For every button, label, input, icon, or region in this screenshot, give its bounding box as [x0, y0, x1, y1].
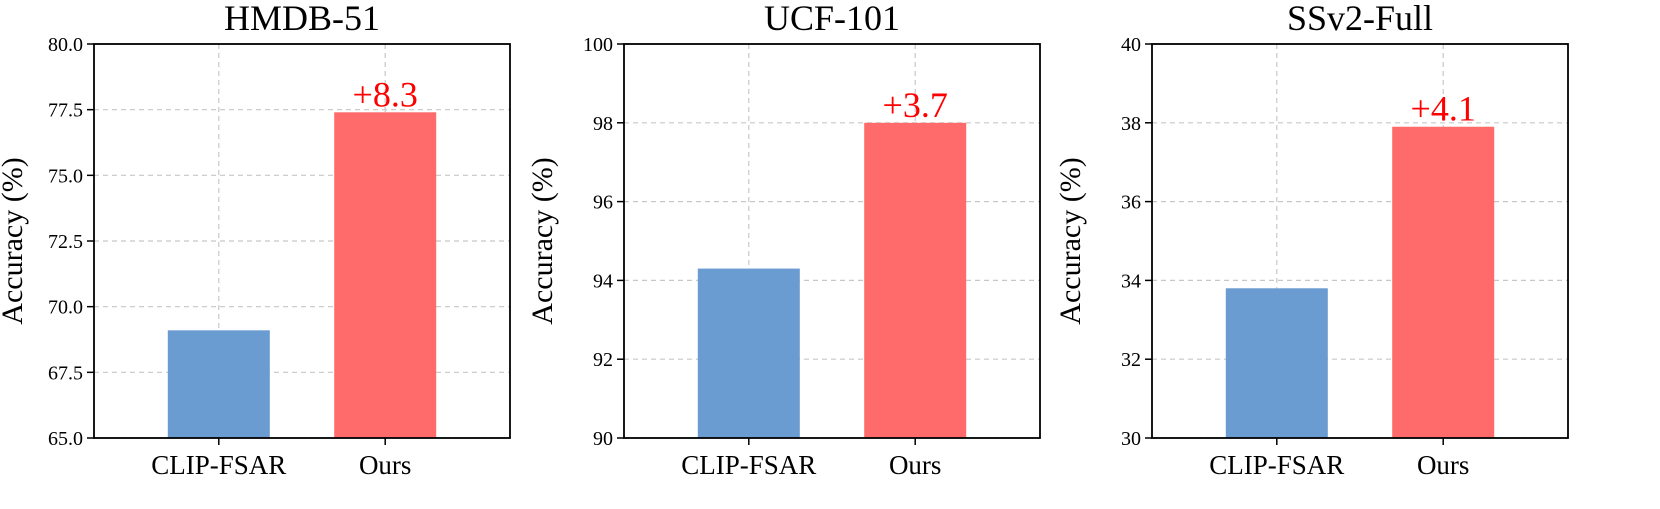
- plot-frame: [93, 43, 511, 439]
- x-tick-label: CLIP-FSAR: [151, 450, 286, 480]
- y-tick-label: 80.0: [48, 34, 83, 56]
- y-tick-label: 65.0: [48, 428, 83, 450]
- bar-clip-fsar: [697, 268, 800, 438]
- x-tick-label: Ours: [359, 450, 412, 480]
- y-tick-label: 94: [593, 270, 613, 292]
- bar-clip-fsar: [1225, 288, 1328, 438]
- gain-annotation: +3.7: [883, 85, 948, 125]
- bar-clip-fsar: [167, 330, 270, 438]
- y-tick-label: 90: [593, 428, 613, 450]
- x-tick-label: CLIP-FSAR: [681, 450, 816, 480]
- x-tick-label: Ours: [889, 450, 942, 480]
- bar-ours: [1392, 126, 1495, 439]
- y-tick-label: 75.0: [48, 165, 83, 187]
- chart-title: SSv2-Full: [1287, 0, 1433, 38]
- y-axis-label: Accuracy (%): [0, 157, 29, 324]
- y-tick-label: 92: [593, 349, 613, 371]
- chart-panel-1: 65.0 67.5 70.0 72.5 75.0 77.5 80.0 CLIP-FSAR Our…: [0, 0, 511, 480]
- y-tick-label: 36: [1121, 192, 1141, 214]
- chart-panel-2: 90 92 94 96 98 100 CLIP-FSAR Ours +3.7 UCF-101 Acc…: [526, 0, 1041, 480]
- gain-annotation: +4.1: [1411, 89, 1476, 129]
- y-tick-label: 30: [1121, 428, 1141, 450]
- y-tick-label: 77.5: [48, 100, 83, 122]
- plot-frame: [1151, 43, 1569, 439]
- chart-panel-3: 30 32 34 36 38 40 CLIP-FSAR Ours +4.1 SSv2-Full Ac…: [1054, 0, 1569, 480]
- y-tick-label: 72.5: [48, 231, 83, 253]
- chart-title: UCF-101: [764, 0, 900, 38]
- y-tick-label: 96: [593, 192, 613, 214]
- y-tick-label: 34: [1121, 270, 1141, 292]
- y-tick-label: 38: [1121, 113, 1141, 135]
- plot-frame: [623, 43, 1041, 439]
- y-tick-label: 32: [1121, 349, 1141, 371]
- y-tick-label: 70.0: [48, 297, 83, 319]
- bar-ours: [864, 122, 967, 439]
- y-tick-label: 40: [1121, 34, 1141, 56]
- y-tick-label: 98: [593, 113, 613, 135]
- y-tick-label: 67.5: [48, 362, 83, 384]
- x-tick-label: CLIP-FSAR: [1209, 450, 1344, 480]
- bar-ours: [334, 112, 437, 438]
- gain-annotation: +8.3: [353, 74, 418, 114]
- x-tick-label: Ours: [1417, 450, 1470, 480]
- y-axis-label: Accuracy (%): [1054, 157, 1087, 324]
- y-axis-label: Accuracy (%): [526, 157, 559, 324]
- chart-title: HMDB-51: [224, 0, 380, 38]
- y-tick-label: 100: [583, 34, 613, 56]
